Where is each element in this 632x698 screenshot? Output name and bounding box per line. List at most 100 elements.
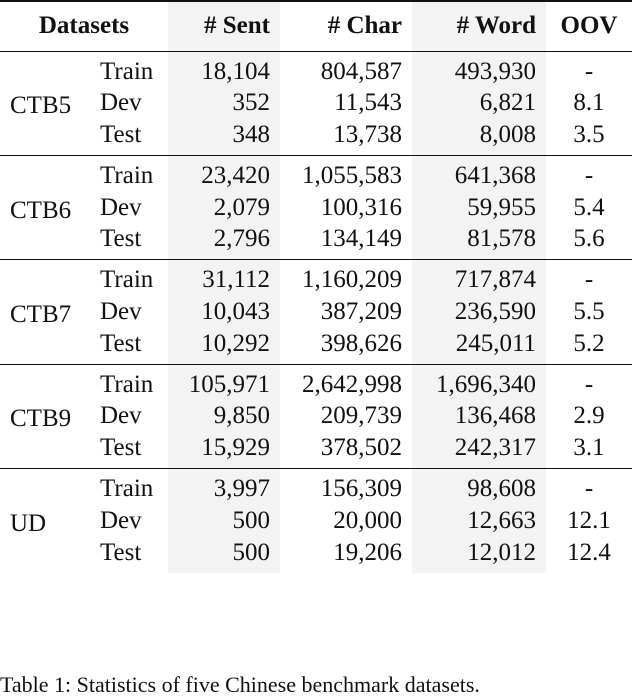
- word-count: 8,008: [412, 120, 547, 156]
- sent-count: 10,292: [168, 329, 281, 365]
- split-label: Test: [100, 120, 142, 148]
- table-row: Dev 2,079 100,316 59,955 5.4: [0, 190, 632, 225]
- word-count: 59,955: [412, 190, 547, 225]
- sent-count: 15,929: [168, 433, 281, 469]
- header-word: # Word: [412, 1, 547, 51]
- char-count: 20,000: [333, 506, 403, 534]
- char-count: 1,055,583: [302, 162, 403, 190]
- table-row: Dev 10,043 387,209 236,590 5.5: [0, 294, 632, 330]
- table-caption: Table 1: Statistics of five Chinese benc…: [0, 672, 480, 697]
- sent-count: 10,043: [168, 294, 281, 330]
- header-char: # Char: [327, 12, 403, 40]
- sent-count: 352: [168, 85, 281, 121]
- oov-rate: -: [584, 370, 594, 398]
- table-row: CTB7 Train 31,112 1,160,209 717,874 -: [0, 259, 632, 328]
- sent-count: 23,420: [168, 155, 281, 191]
- oov-rate: -: [584, 162, 594, 190]
- table-row: Dev 500 20,000 12,663 12.1: [0, 503, 632, 539]
- char-count: 156,309: [320, 475, 403, 503]
- char-count: 804,587: [320, 57, 403, 85]
- word-count: 98,608: [412, 468, 547, 504]
- oov-rate: -: [584, 57, 594, 85]
- word-count: 245,011: [412, 329, 547, 365]
- table-row: Test 500 19,206 12,012 12.4: [0, 538, 632, 573]
- oov-rate: 3.1: [573, 433, 605, 461]
- table-row: CTB9 Train 105,971 2,642,998 1,696,340 -: [0, 364, 632, 432]
- sent-count: 31,112: [168, 259, 281, 295]
- word-count: 641,368: [412, 155, 547, 191]
- dataset-name: CTB6: [10, 196, 72, 224]
- table-row: Dev 352 11,543 6,821 8.1: [0, 85, 632, 121]
- oov-rate: 5.4: [573, 193, 605, 221]
- table-row: Test 2,796 134,149 81,578 5.6: [0, 224, 632, 260]
- word-count: 6,821: [412, 85, 547, 121]
- oov-rate: 3.5: [573, 120, 605, 148]
- char-count: 387,209: [320, 297, 403, 325]
- header-row: Datasets # Sent # Char # Word OOV: [0, 1, 632, 51]
- oov-rate: -: [584, 475, 594, 503]
- char-count: 1,160,209: [302, 266, 403, 294]
- split-label: Train: [100, 57, 154, 85]
- sent-count: 500: [168, 503, 281, 539]
- header-oov: OOV: [560, 12, 618, 40]
- sent-count: 105,971: [168, 364, 281, 399]
- split-label: Train: [100, 370, 154, 398]
- split-label: Dev: [100, 402, 142, 430]
- word-count: 136,468: [412, 398, 547, 434]
- char-count: 398,626: [320, 329, 403, 357]
- split-label: Train: [100, 266, 154, 294]
- oov-rate: 2.9: [573, 402, 605, 430]
- sent-count: 9,850: [168, 398, 281, 434]
- split-label: Test: [100, 538, 142, 566]
- oov-rate: -: [584, 266, 594, 294]
- dataset-name: CTB9: [10, 405, 72, 433]
- table-row: CTB5 Train 18,104 804,587 493,930 -: [0, 51, 632, 119]
- split-label: Train: [100, 162, 154, 190]
- word-count: 717,874: [412, 259, 547, 295]
- char-count: 100,316: [320, 193, 403, 221]
- sent-count: 348: [168, 120, 281, 156]
- word-count: 1,696,340: [412, 364, 547, 399]
- oov-rate: 5.5: [573, 297, 605, 325]
- word-count: 493,930: [412, 51, 547, 86]
- oov-rate: 12.4: [567, 538, 611, 566]
- table-row: Test 10,292 398,626 245,011 5.2: [0, 329, 632, 365]
- split-label: Dev: [100, 506, 142, 534]
- split-label: Dev: [100, 193, 142, 221]
- split-label: Test: [100, 433, 142, 461]
- oov-rate: 8.1: [573, 89, 605, 117]
- char-count: 378,502: [320, 433, 403, 461]
- dataset-name: UD: [10, 510, 47, 537]
- char-count: 11,543: [334, 89, 403, 117]
- char-count: 209,739: [320, 402, 403, 430]
- table-row: Test 348 13,738 8,008 3.5: [0, 120, 632, 156]
- char-count: 2,642,998: [302, 370, 403, 398]
- split-label: Test: [100, 225, 142, 253]
- split-label: Dev: [100, 297, 142, 325]
- sent-count: 2,079: [168, 190, 281, 225]
- dataset-statistics-table: Datasets # Sent # Char # Word OOV CTB5 Tr…: [0, 1, 632, 573]
- table-row: CTB6 Train 23,420 1,055,583 641,368 -: [0, 155, 632, 224]
- table-row: Dev 9,850 209,739 136,468 2.9: [0, 398, 632, 434]
- char-count: 13,738: [333, 120, 403, 148]
- sent-count: 3,997: [168, 468, 281, 504]
- split-label: Train: [100, 475, 154, 503]
- sent-count: 2,796: [168, 224, 281, 260]
- sent-count: 18,104: [168, 51, 281, 86]
- oov-rate: 5.6: [573, 225, 605, 253]
- table-row: UD Train 3,997 156,309 98,608 -: [0, 468, 632, 537]
- table-row: Test 15,929 378,502 242,317 3.1: [0, 433, 632, 469]
- word-count: 236,590: [412, 294, 547, 330]
- dataset-name: CTB7: [10, 300, 72, 328]
- word-count: 12,663: [412, 503, 547, 539]
- table-body: CTB5 Train 18,104 804,587 493,930 - Dev 352 11,5…: [0, 51, 632, 573]
- oov-rate: 12.1: [567, 506, 611, 534]
- split-label: Test: [100, 329, 142, 357]
- sent-count: 500: [168, 538, 281, 573]
- char-count: 19,206: [333, 538, 403, 566]
- dataset-name: CTB5: [10, 92, 72, 120]
- oov-rate: 5.2: [573, 329, 605, 357]
- word-count: 81,578: [412, 224, 547, 260]
- word-count: 242,317: [412, 433, 547, 469]
- char-count: 134,149: [320, 225, 403, 253]
